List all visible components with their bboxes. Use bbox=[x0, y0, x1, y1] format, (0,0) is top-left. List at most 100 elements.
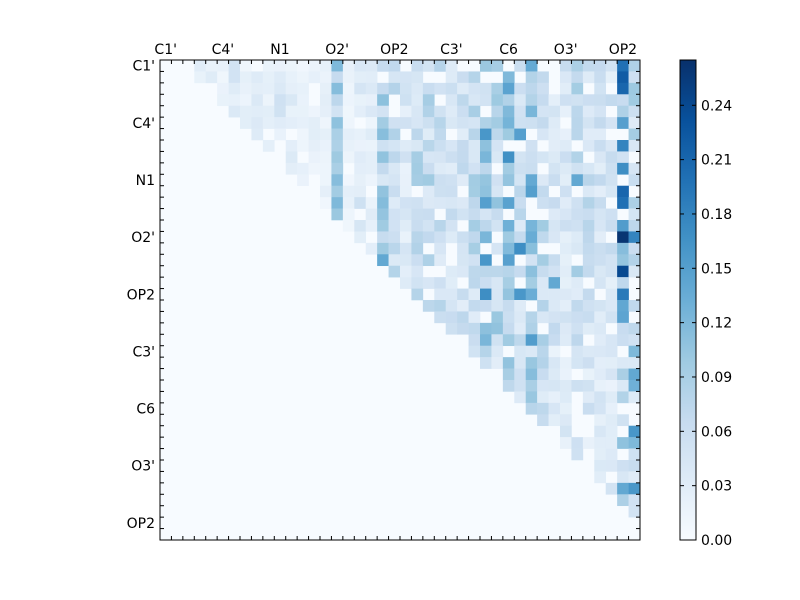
heatmap-cell bbox=[571, 71, 584, 84]
heatmap-cell bbox=[571, 94, 584, 107]
heatmap-cell bbox=[445, 117, 458, 129]
heatmap-cell bbox=[514, 380, 527, 392]
heatmap-cell bbox=[434, 82, 447, 95]
heatmap-cell bbox=[502, 128, 515, 141]
heatmap-cell bbox=[411, 174, 424, 187]
heatmap-cell bbox=[525, 105, 538, 118]
heatmap-cell bbox=[617, 437, 629, 449]
heatmap-cell bbox=[445, 208, 458, 221]
heatmap-cell bbox=[560, 208, 572, 221]
heatmap-cell bbox=[434, 242, 447, 255]
heatmap-cell bbox=[445, 162, 458, 175]
heatmap-cell bbox=[582, 368, 595, 381]
heatmap-cell bbox=[491, 265, 504, 278]
heatmap-cell bbox=[491, 345, 504, 358]
heatmap-cell bbox=[480, 117, 492, 129]
heatmap-cell bbox=[582, 288, 595, 301]
heatmap-cell bbox=[354, 220, 367, 232]
heatmap-cell bbox=[388, 162, 401, 175]
heatmap-cell bbox=[617, 185, 629, 198]
heatmap-cell bbox=[457, 117, 469, 129]
heatmap-cell bbox=[377, 174, 389, 187]
heatmap-cell bbox=[422, 105, 435, 118]
heatmap-cell bbox=[537, 380, 549, 392]
heatmap-cell bbox=[434, 128, 447, 141]
heatmap-cell bbox=[434, 174, 447, 187]
heatmap-cell bbox=[571, 311, 584, 324]
heatmap-cell bbox=[548, 231, 561, 244]
heatmap-cell bbox=[560, 231, 572, 244]
heatmap-cell bbox=[525, 345, 538, 358]
heatmap-cell bbox=[320, 185, 332, 198]
heatmap-cell bbox=[411, 94, 424, 107]
heatmap-cell bbox=[560, 185, 572, 198]
heatmap-cell bbox=[388, 197, 401, 209]
heatmap-cell bbox=[445, 151, 458, 164]
heatmap-cell bbox=[457, 231, 469, 244]
heatmap-cell bbox=[628, 231, 641, 244]
heatmap-cell bbox=[491, 288, 504, 301]
heatmap-cell bbox=[320, 60, 332, 72]
heatmap-cell bbox=[537, 220, 549, 232]
heatmap-cell bbox=[308, 105, 321, 118]
heatmap-cell bbox=[514, 105, 527, 118]
heatmap-cell bbox=[411, 277, 424, 289]
heatmap-cell bbox=[628, 105, 641, 118]
heatmap-cell bbox=[605, 208, 618, 221]
heatmap-cell bbox=[571, 208, 584, 221]
heatmap-cell bbox=[354, 151, 367, 164]
heatmap-cell bbox=[548, 117, 561, 129]
heatmap-cell bbox=[594, 105, 607, 118]
heatmap-cell bbox=[571, 231, 584, 244]
heatmap-cell bbox=[422, 277, 435, 289]
heatmap-cell bbox=[480, 162, 492, 175]
heatmap-cell bbox=[571, 380, 584, 392]
heatmap-cell bbox=[377, 94, 389, 107]
x-tick-labels: C1' C4' N1 O2' OP2 C3' C6 O3' OP2 bbox=[154, 42, 637, 58]
heatmap-cell bbox=[320, 197, 332, 209]
heatmap-cell bbox=[617, 277, 629, 289]
heatmap-cell bbox=[468, 345, 481, 358]
heatmap-cell bbox=[502, 220, 515, 232]
heatmap-cell bbox=[537, 117, 549, 129]
heatmap-cell bbox=[548, 151, 561, 164]
heatmap-cell bbox=[525, 82, 538, 95]
heatmap-cell bbox=[251, 82, 264, 95]
heatmap-cell bbox=[502, 151, 515, 164]
heatmap-cell bbox=[422, 231, 435, 244]
heatmap-cell bbox=[548, 265, 561, 278]
heatmap-cell bbox=[434, 60, 447, 72]
heatmap-cell bbox=[548, 288, 561, 301]
heatmap-cell bbox=[548, 345, 561, 358]
heatmap-cell bbox=[571, 437, 584, 449]
heatmap-cell bbox=[285, 140, 298, 152]
heatmap-cells bbox=[160, 60, 641, 540]
heatmap-cell bbox=[502, 300, 515, 312]
heatmap-cell bbox=[617, 140, 629, 152]
heatmap-cell bbox=[582, 94, 595, 107]
heatmap-cell bbox=[297, 60, 309, 72]
heatmap-cell bbox=[548, 94, 561, 107]
heatmap-cell bbox=[617, 117, 629, 129]
heatmap-cell bbox=[605, 265, 618, 278]
heatmap-cell bbox=[411, 117, 424, 129]
heatmap-cell bbox=[525, 265, 538, 278]
heatmap-cell bbox=[274, 82, 287, 95]
heatmap-cell bbox=[308, 128, 321, 141]
heatmap-cell bbox=[434, 300, 447, 312]
heatmap-cell bbox=[514, 265, 527, 278]
heatmap-cell bbox=[365, 128, 378, 141]
heatmap-cell bbox=[365, 197, 378, 209]
heatmap-cell bbox=[582, 300, 595, 312]
heatmap-cell bbox=[525, 174, 538, 187]
heatmap-cell bbox=[342, 82, 355, 95]
heatmap-cell bbox=[628, 368, 641, 381]
heatmap-cell bbox=[514, 208, 527, 221]
heatmap-cell bbox=[320, 105, 332, 118]
heatmap-cell bbox=[594, 220, 607, 232]
heatmap-cell bbox=[491, 242, 504, 255]
heatmap-cell bbox=[514, 185, 527, 198]
heatmap-cell bbox=[491, 300, 504, 312]
heatmap-cell bbox=[422, 128, 435, 141]
heatmap-cell bbox=[502, 82, 515, 95]
